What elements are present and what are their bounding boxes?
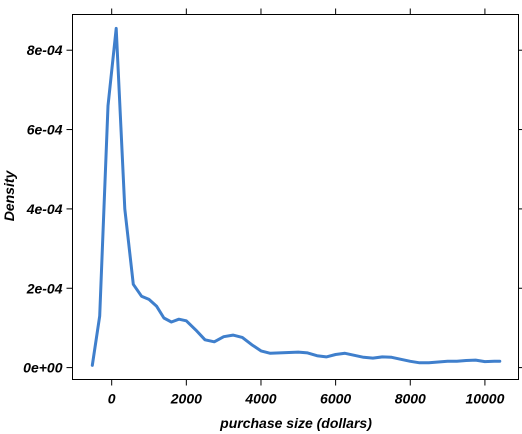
x-tick-label: 6000 [320,391,351,407]
x-tick-label: 2000 [170,391,202,407]
x-axis: 0 2000 4000 6000 8000 10000 [108,8,505,407]
y-tick-label: 0e+00 [23,360,63,376]
y-tick-label: 4e-04 [26,201,63,217]
y-tick-label: 2e-04 [26,280,63,296]
x-axis-title: purchase size (dollars) [219,415,372,431]
y-axis-title: Density [1,170,17,222]
y-axis: 0e+00 2e-04 4e-04 6e-04 8e-04 [23,42,522,376]
plot-frame [72,14,519,380]
x-tick-label: 4000 [244,391,276,407]
density-line [90,26,502,367]
y-tick-label: 6e-04 [27,122,63,138]
x-tick-label: 10000 [465,391,504,407]
y-tick-label: 8e-04 [27,42,63,58]
x-tick-label: 0 [108,391,116,407]
x-tick-label: 8000 [395,391,426,407]
